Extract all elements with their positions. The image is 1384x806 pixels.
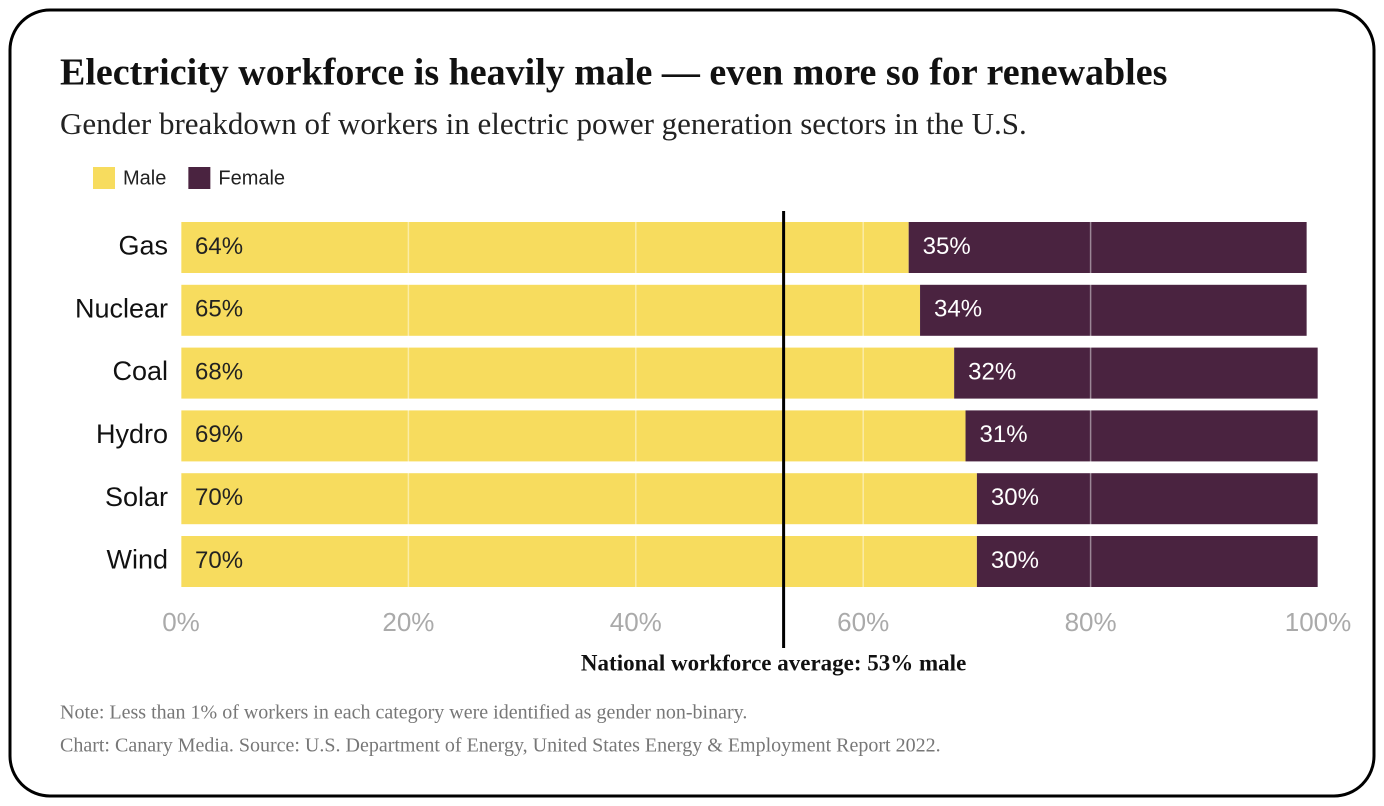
bar-segment	[181, 473, 977, 525]
data-label: 32%	[968, 358, 1016, 385]
reference-label: National workforce average: 53% male	[581, 650, 966, 675]
bar-segment	[181, 347, 955, 399]
y-tick-label: Gas	[118, 231, 168, 261]
bar-segment	[976, 536, 1318, 587]
data-label: 64%	[195, 233, 243, 260]
chart-subtitle: Gender breakdown of workers in electric …	[60, 106, 1027, 141]
x-tick-label: 80%	[1065, 607, 1117, 637]
chart-title: Electricity workforce is heavily male — …	[60, 52, 1167, 94]
bar-segment	[181, 536, 977, 587]
bar-segment	[954, 347, 1318, 399]
legend-swatch	[188, 167, 211, 189]
y-tick-label: Nuclear	[75, 293, 168, 323]
legend-label: Female	[218, 167, 285, 189]
x-tick-label: 40%	[610, 607, 662, 637]
data-label: 34%	[934, 296, 982, 323]
data-label: 70%	[195, 484, 243, 511]
y-tick-label: Wind	[106, 545, 168, 575]
bar-segment	[181, 222, 909, 273]
data-label: 69%	[195, 421, 243, 448]
legend-label: Male	[123, 167, 166, 189]
data-label: 35%	[923, 233, 971, 260]
bar-segment	[965, 410, 1318, 462]
y-tick-label: Hydro	[96, 419, 168, 449]
x-tick-label: 0%	[162, 607, 200, 637]
x-tick-label: 60%	[837, 607, 889, 637]
bar-segment	[181, 284, 921, 336]
source: Chart: Canary Media. Source: U.S. Depart…	[60, 735, 941, 757]
data-label: 31%	[980, 421, 1028, 448]
data-label: 65%	[195, 296, 243, 323]
bar-segment	[181, 410, 966, 462]
data-label: 68%	[195, 358, 243, 385]
data-label: 30%	[991, 547, 1039, 574]
data-label: 70%	[195, 547, 243, 574]
legend-swatch	[93, 167, 115, 189]
frame	[8, 8, 1376, 798]
bar-segment	[908, 222, 1307, 273]
x-tick-label: 100%	[1285, 607, 1352, 637]
bar-segment	[976, 473, 1318, 525]
data-label: 30%	[991, 484, 1039, 511]
y-tick-label: Coal	[112, 356, 168, 386]
y-tick-label: Solar	[105, 482, 168, 512]
note: Note: Less than 1% of workers in each ca…	[60, 702, 747, 724]
bar-segment	[920, 284, 1307, 336]
x-tick-label: 20%	[382, 607, 434, 637]
